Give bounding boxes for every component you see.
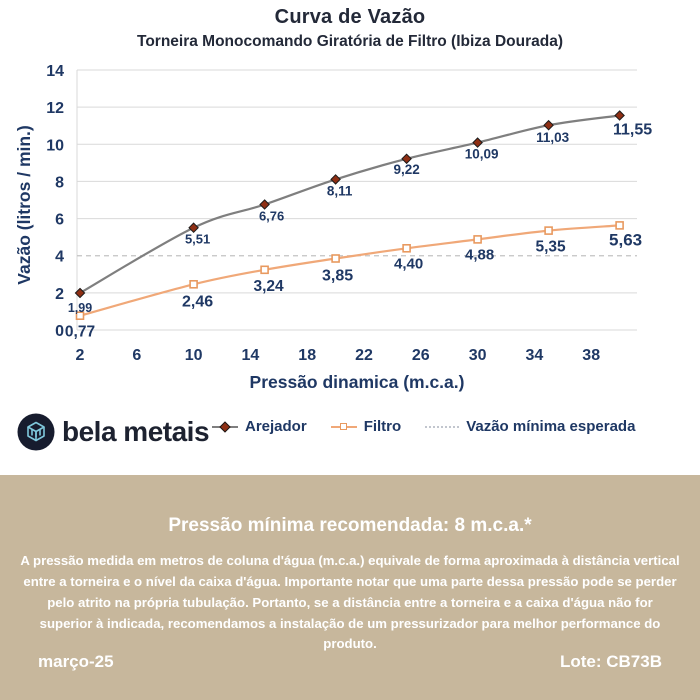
data-label: 6,76 [259, 209, 284, 224]
svg-text:14: 14 [46, 63, 64, 80]
svg-text:8: 8 [55, 174, 64, 191]
data-label: 4,88 [465, 246, 494, 263]
data-label: 0,77 [65, 324, 95, 341]
data-label: 5,35 [536, 239, 567, 256]
data-label: 10,09 [465, 147, 499, 162]
min-flow-line-swatch [425, 425, 460, 428]
svg-text:14: 14 [242, 347, 260, 364]
svg-text:0: 0 [55, 323, 64, 340]
arejador-line-swatch [212, 421, 238, 433]
legend-label-vazao-minima: Vazão mínima esperada [466, 418, 636, 435]
footer-panel: Pressão mínima recomendada: 8 m.c.a.* A … [0, 475, 700, 700]
filtro-line-swatch [330, 423, 357, 430]
svg-text:30: 30 [469, 347, 487, 364]
data-label: 3,24 [254, 278, 285, 295]
chart-subtitle: Torneira Monocomando Giratória de Filtro… [137, 33, 563, 50]
min-pressure-heading: Pressão mínima recomendada: 8 m.c.a.* [168, 515, 532, 536]
arejador-series: 1,99 5,51 6,76 8,11 9,22 10,09 11,03 11,55 [68, 110, 652, 315]
data-label: 3,85 [322, 268, 353, 285]
date-label: março-25 [38, 652, 114, 671]
x-axis-title: Pressão dinamica (m.c.a.) [250, 372, 465, 392]
svg-text:34: 34 [526, 347, 544, 364]
svg-text:10: 10 [185, 347, 203, 364]
data-label: 4,40 [394, 255, 423, 272]
svg-text:4: 4 [55, 249, 64, 266]
square-marker-icon [339, 423, 347, 430]
filtro-series: 0,77 2,46 3,24 3,85 4,40 4,88 5,35 5,63 [65, 221, 642, 341]
pressure-explanation-text: A pressão medida em metros de coluna d'á… [20, 553, 680, 652]
svg-text:2: 2 [55, 286, 64, 303]
legend-item-filtro: Filtro [330, 418, 402, 435]
svg-text:22: 22 [355, 347, 373, 364]
cube-icon [27, 421, 45, 442]
brand-logo: bela metais [17, 413, 210, 451]
svg-text:10: 10 [46, 137, 64, 154]
brand-logo-text: bela metais [62, 416, 210, 447]
chart-title: Curva de Vazão [274, 6, 426, 28]
chart-legend: Arejador Filtro Vazão mínima esperada [212, 418, 635, 435]
data-label: 11,03 [536, 130, 570, 145]
legend-item-vazao-minima: Vazão mínima esperada [425, 418, 635, 435]
data-label: 9,22 [393, 162, 419, 177]
svg-text:6: 6 [55, 212, 64, 229]
data-label: 11,55 [613, 122, 652, 139]
diamond-marker-icon [219, 421, 231, 433]
data-label: 5,51 [185, 232, 210, 247]
svg-text:12: 12 [46, 100, 64, 117]
brand-logo-icon [17, 413, 55, 451]
svg-text:6: 6 [132, 347, 141, 364]
svg-text:18: 18 [298, 347, 316, 364]
data-label: 1,99 [68, 301, 92, 315]
svg-text:2: 2 [76, 347, 85, 364]
y-axis-title: Vazão (litros / min.) [14, 125, 34, 284]
legend-item-arejador: Arejador [212, 418, 307, 435]
legend-label-arejador: Arejador [245, 418, 307, 435]
legend-label-filtro: Filtro [363, 418, 402, 435]
svg-text:38: 38 [582, 347, 600, 364]
svg-text:26: 26 [412, 347, 430, 364]
data-label: 5,63 [609, 230, 642, 249]
data-label: 2,46 [182, 293, 213, 310]
lot-label: Lote: CB73B [559, 652, 662, 671]
flow-curve-chart: 0 2 4 6 8 10 12 14 2 6 10 14 18 22 26 30 34 38 Pressão din… [14, 6, 653, 451]
data-label: 8,11 [327, 183, 353, 198]
